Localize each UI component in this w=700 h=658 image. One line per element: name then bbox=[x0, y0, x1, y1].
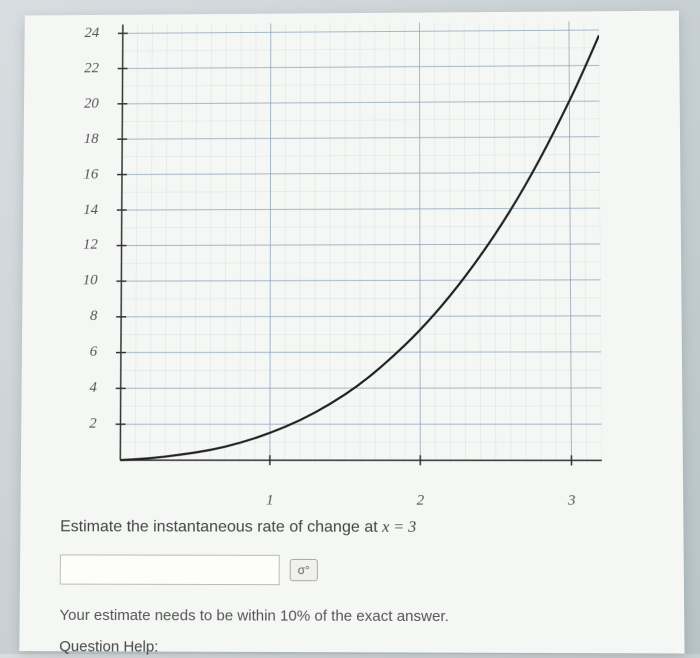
worksheet-page: 24681012141618202224123 Estimate the ins… bbox=[19, 11, 684, 654]
y-axis-label: 20 bbox=[84, 96, 99, 113]
question-text: Estimate the instantaneous rate of chang… bbox=[60, 518, 653, 537]
y-axis-label: 2 bbox=[89, 416, 97, 433]
x-axis-label: 1 bbox=[266, 492, 274, 509]
y-axis-label: 12 bbox=[83, 237, 98, 254]
answer-row: σ° bbox=[60, 554, 654, 586]
question-help-label: Question Help: bbox=[59, 638, 654, 657]
x-axis-label: 3 bbox=[568, 493, 576, 510]
rate-of-change-chart bbox=[100, 11, 602, 470]
y-axis-label: 10 bbox=[83, 273, 98, 290]
y-axis-label: 18 bbox=[84, 131, 99, 148]
question-prefix: Estimate the instantaneous rate of chang… bbox=[60, 518, 382, 536]
y-axis-label: 16 bbox=[83, 166, 98, 183]
y-axis-label: 4 bbox=[89, 380, 97, 397]
x-axis-label: 2 bbox=[417, 493, 425, 510]
y-axis-label: 6 bbox=[90, 344, 98, 361]
y-axis-label: 14 bbox=[83, 202, 98, 219]
chart-container: 24681012141618202224123 bbox=[100, 11, 622, 491]
y-axis-label: 22 bbox=[84, 60, 99, 77]
question-math: x = 3 bbox=[382, 519, 416, 536]
answer-input[interactable] bbox=[60, 554, 280, 585]
math-preview-button[interactable]: σ° bbox=[290, 559, 318, 581]
y-axis-label: 24 bbox=[84, 25, 99, 42]
hint-text: Your estimate needs to be within 10% of … bbox=[59, 607, 653, 626]
y-axis-label: 8 bbox=[90, 308, 98, 325]
preview-icon: σ° bbox=[298, 563, 310, 577]
